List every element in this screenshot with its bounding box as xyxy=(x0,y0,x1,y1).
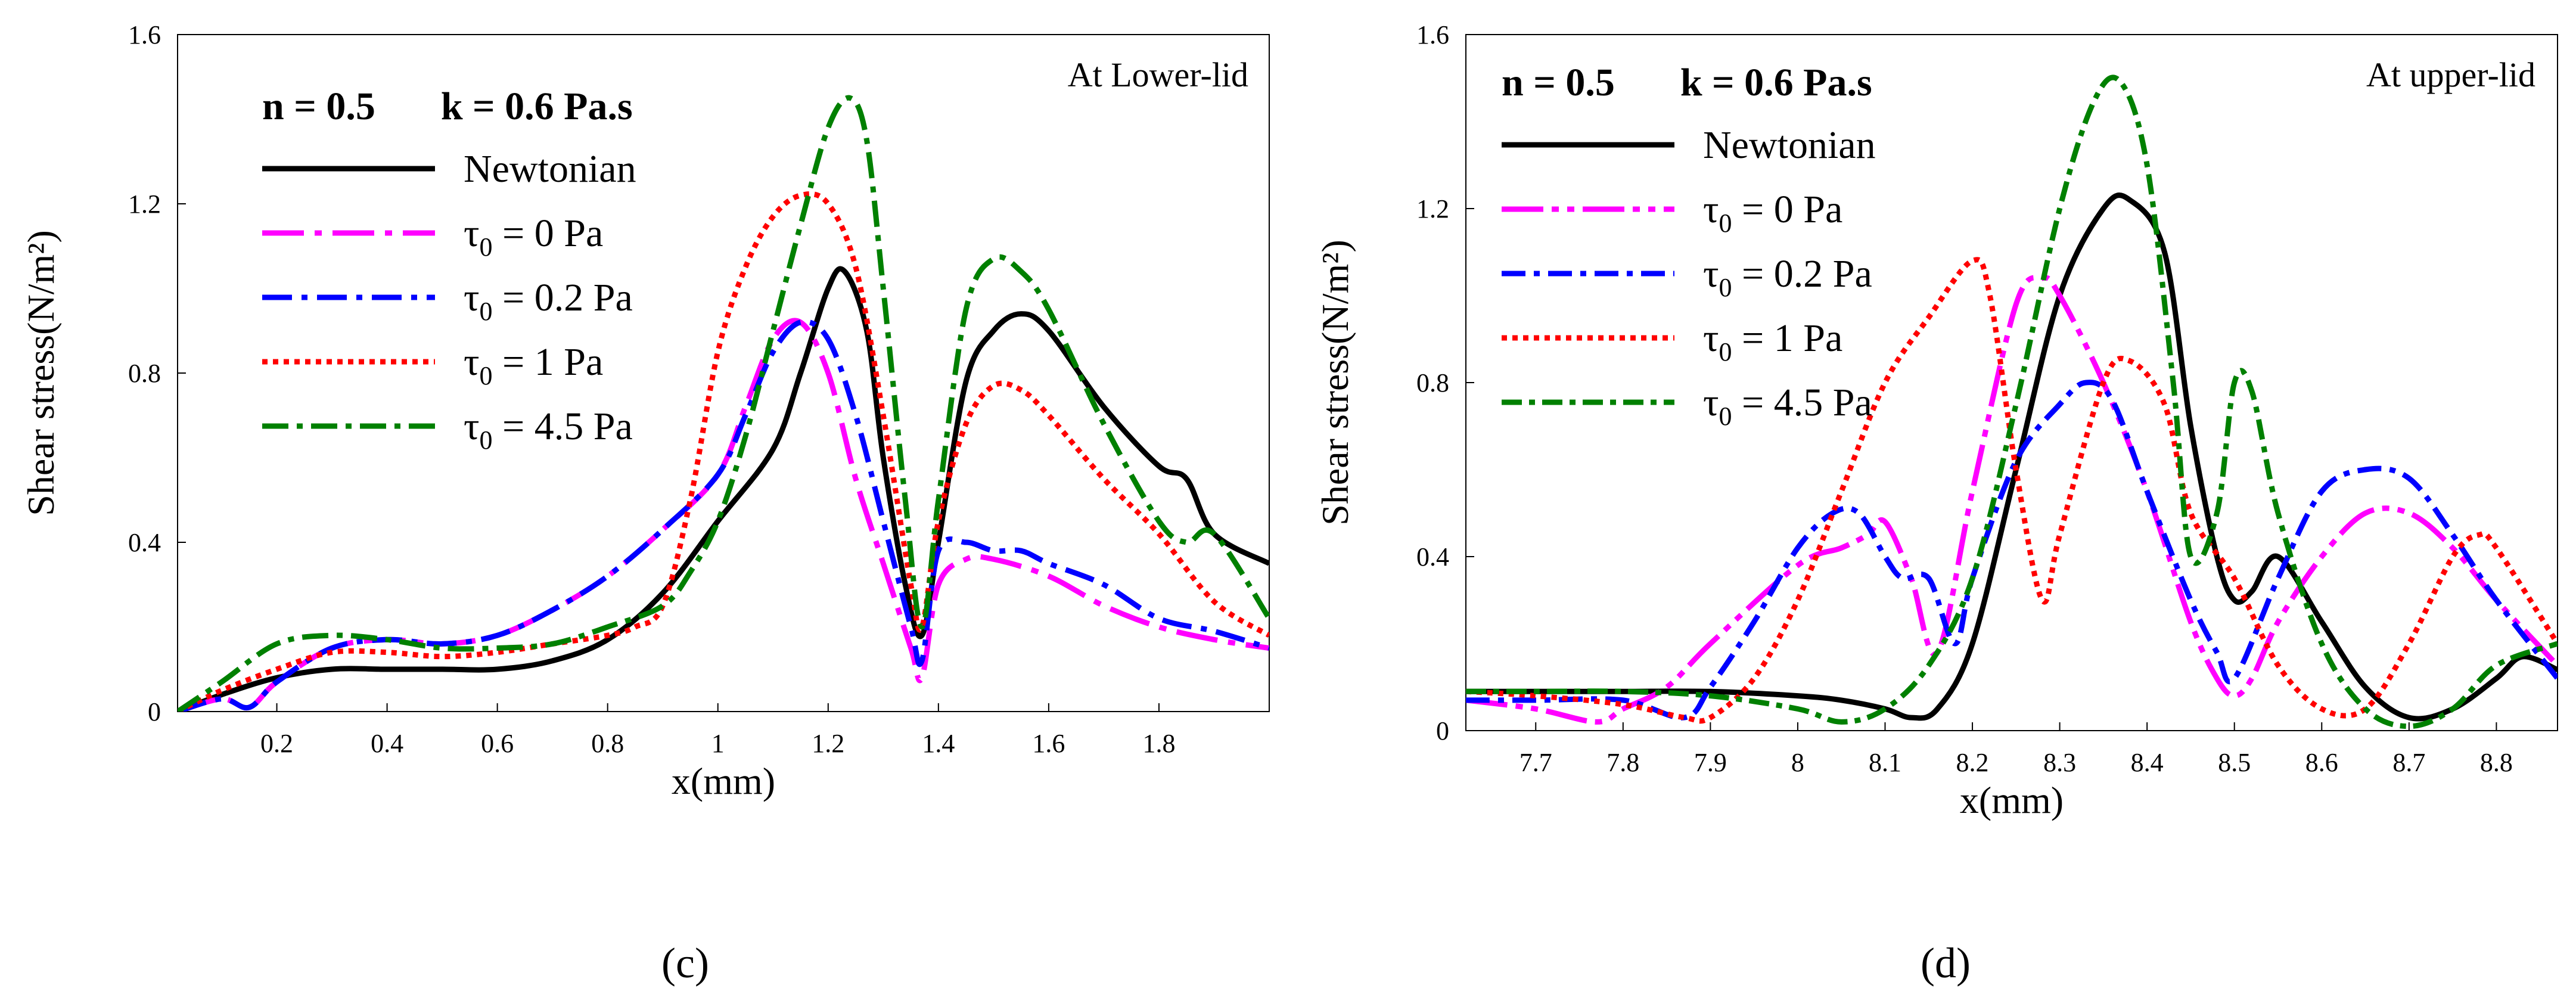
y-tick-label: 0 xyxy=(1436,716,1449,746)
y-tick-label: 0.8 xyxy=(1416,368,1449,397)
legend-rest: = 0.2 Pa xyxy=(1732,252,1872,296)
annotation: At upper-lid xyxy=(2366,55,2535,94)
panel-label: (d) xyxy=(1921,939,1971,987)
series-line-4 xyxy=(178,95,1269,712)
x-tick-label: 0.4 xyxy=(371,729,403,758)
x-tick-label: 0.8 xyxy=(591,729,624,758)
x-tick-label: 7.8 xyxy=(1606,748,1639,777)
x-tick-label: 0.2 xyxy=(260,729,293,758)
legend-sub: 0 xyxy=(480,297,493,326)
param-n: n = 0.5 xyxy=(262,85,375,128)
x-tick-label: 8.2 xyxy=(1956,748,1989,777)
param-n: n = 0.5 xyxy=(1502,61,1615,104)
legend-entry-1: τ0 = 0 Pa xyxy=(464,212,603,262)
legend-name: τ xyxy=(1703,188,1719,231)
legend-entry-1: τ0 = 0 Pa xyxy=(1703,188,1842,238)
legend-sub: 0 xyxy=(1719,337,1732,367)
x-tick-label: 8.3 xyxy=(2043,748,2076,777)
legend-name: τ xyxy=(464,276,480,319)
y-tick-label: 0.4 xyxy=(128,528,161,557)
x-tick-label: 1.6 xyxy=(1032,729,1065,758)
y-axis-title: Shear stress(N/m²) xyxy=(20,230,62,516)
legend-entry-3: τ0 = 1 Pa xyxy=(464,340,603,390)
x-tick-label: 8.7 xyxy=(2392,748,2425,777)
chart-lower-lid: 0 0.4 0.8 1.2 1.6 0.2 0.4 0.6 0.8 1 1.2 1.4 1.6 1.8 x(… xyxy=(20,20,1270,987)
plot-frame xyxy=(1465,34,2558,731)
x-tick-label: 8.8 xyxy=(2480,748,2513,777)
x-tick-label: 8.1 xyxy=(1869,748,1901,777)
param-k: k = 0.6 Pa.s xyxy=(1680,61,1872,104)
legend-name: τ xyxy=(1703,381,1719,424)
legend-name: τ xyxy=(464,405,480,448)
y-tick-label: 1.2 xyxy=(1416,194,1449,223)
x-tick-label: 8.5 xyxy=(2218,748,2251,777)
legend-name: τ xyxy=(1703,316,1719,360)
series-line-0 xyxy=(1466,192,2558,722)
legend-rest: = 4.5 Pa xyxy=(1732,381,1872,424)
legend-rest: = 1 Pa xyxy=(1732,316,1843,360)
legend-sub: 0 xyxy=(480,426,493,455)
y-axis-title: Shear stress(N/m²) xyxy=(1314,240,1356,526)
legend-name: τ xyxy=(464,340,480,384)
x-tick-label: 8 xyxy=(1791,748,1804,777)
legend-entry-0: Newtonian xyxy=(1703,123,1876,167)
series-line-1 xyxy=(1466,275,2558,725)
series-group xyxy=(1466,74,2558,729)
legend-entry-4: τ0 = 4.5 Pa xyxy=(464,405,633,455)
legend-rest: = 0 Pa xyxy=(493,212,604,255)
series-line-3 xyxy=(178,191,1269,712)
params-text: n = 0.5 k = 0.6 Pa.s xyxy=(1502,61,1872,104)
x-axis-title: x(mm) xyxy=(672,760,775,802)
legend-entry-2: τ0 = 0.2 Pa xyxy=(464,276,633,326)
series-line-4 xyxy=(1466,74,2558,729)
annotation: At Lower-lid xyxy=(1068,55,1248,94)
y-tick-label: 1.6 xyxy=(1416,20,1449,49)
x-tick-label: 1.4 xyxy=(922,729,955,758)
chart-upper-lid: 0 0.4 0.8 1.2 1.6 7.7 7.8 7.9 8 8.1 8.2 8.3 8.4 8.5 8.… xyxy=(1314,20,2558,987)
legend-sub: 0 xyxy=(1719,209,1732,238)
y-tick-label: 0.4 xyxy=(1416,542,1449,572)
x-tick-label: 1.2 xyxy=(812,729,844,758)
x-tick-label: 8.6 xyxy=(2305,748,2338,777)
legend-rest: = 4.5 Pa xyxy=(493,405,633,448)
x-tick-label: 1.8 xyxy=(1142,729,1175,758)
params-text: n = 0.5 k = 0.6 Pa.s xyxy=(262,85,633,128)
y-tick-label: 1.6 xyxy=(128,20,161,49)
legend-sub: 0 xyxy=(1719,402,1732,431)
legend-sub: 0 xyxy=(480,361,493,390)
x-tick-label: 7.9 xyxy=(1694,748,1727,777)
legend-sub: 0 xyxy=(1719,273,1732,302)
plot-frame xyxy=(177,34,1270,712)
legend-rest: = 0 Pa xyxy=(1732,188,1843,231)
param-k: k = 0.6 Pa.s xyxy=(441,85,633,128)
panel-label: (c) xyxy=(661,939,709,987)
x-tick-label: 8.4 xyxy=(2131,748,2164,777)
legend-entry-2: τ0 = 0.2 Pa xyxy=(1703,252,1872,302)
series-group xyxy=(178,95,1269,712)
legend-rest: = 1 Pa xyxy=(493,340,604,384)
y-tick-label: 1.2 xyxy=(128,190,161,219)
legend-entry-0: Newtonian xyxy=(464,147,636,191)
legend-name: τ xyxy=(1703,252,1719,296)
legend-entry-3: τ0 = 1 Pa xyxy=(1703,316,1842,367)
x-tick-label: 0.6 xyxy=(481,729,514,758)
legend-rest: = 0.2 Pa xyxy=(493,276,633,319)
series-line-0 xyxy=(178,266,1269,712)
legend-name: Newtonian xyxy=(1703,123,1876,167)
legend-name: Newtonian xyxy=(464,147,636,191)
x-tick-label: 7.7 xyxy=(1520,748,1552,777)
x-axis-title: x(mm) xyxy=(1960,779,2064,821)
y-tick-label: 0.8 xyxy=(128,359,161,388)
legend-entry-4: τ0 = 4.5 Pa xyxy=(1703,381,1872,431)
series-line-2 xyxy=(1466,380,2558,721)
y-tick-label: 0 xyxy=(148,697,161,726)
legend-name: τ xyxy=(464,212,480,255)
x-tick-label: 1 xyxy=(711,729,725,758)
legend-sub: 0 xyxy=(480,232,493,262)
